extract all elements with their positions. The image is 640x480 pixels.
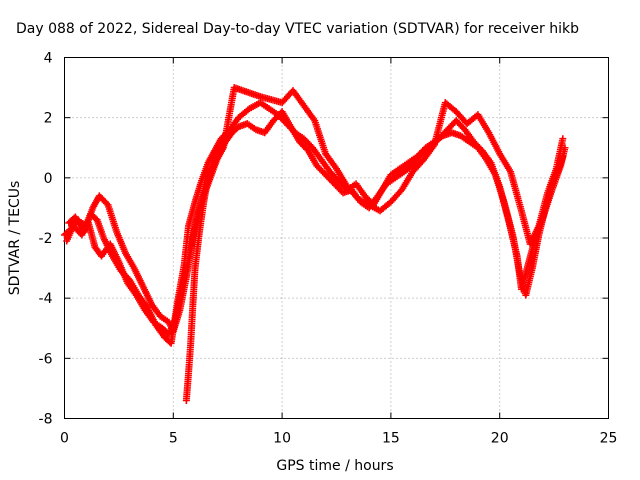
y-tick-label: -2	[39, 231, 53, 247]
series-track-c	[65, 84, 567, 338]
y-tick-label: -4	[39, 291, 53, 307]
data-series	[61, 84, 569, 404]
y-tick-label: 0	[44, 171, 53, 187]
axis-ticks: -8 -6 -4 -2 0 2 4 0 5 10 15 20 25	[39, 51, 618, 447]
x-tick-label: 15	[382, 431, 400, 447]
chart-title: Day 088 of 2022, Sidereal Day-to-day VTE…	[16, 21, 579, 37]
series-track-d	[182, 147, 221, 404]
x-tick-label: 10	[273, 431, 291, 447]
y-axis-label: SDTVAR / TECUs	[7, 181, 23, 296]
data-point	[559, 135, 567, 143]
x-tick-label: 5	[169, 431, 178, 447]
y-tick-label: 2	[44, 111, 53, 127]
x-axis-label: GPS time / hours	[276, 458, 393, 474]
x-tick-label: 20	[491, 431, 509, 447]
data-point	[103, 199, 111, 207]
y-tick-label: 4	[44, 51, 53, 67]
x-tick-label: 25	[600, 431, 618, 447]
data-point	[213, 147, 221, 155]
y-tick-label: -8	[39, 412, 53, 428]
x-tick-label: 0	[60, 431, 69, 447]
y-tick-label: -6	[39, 351, 53, 367]
